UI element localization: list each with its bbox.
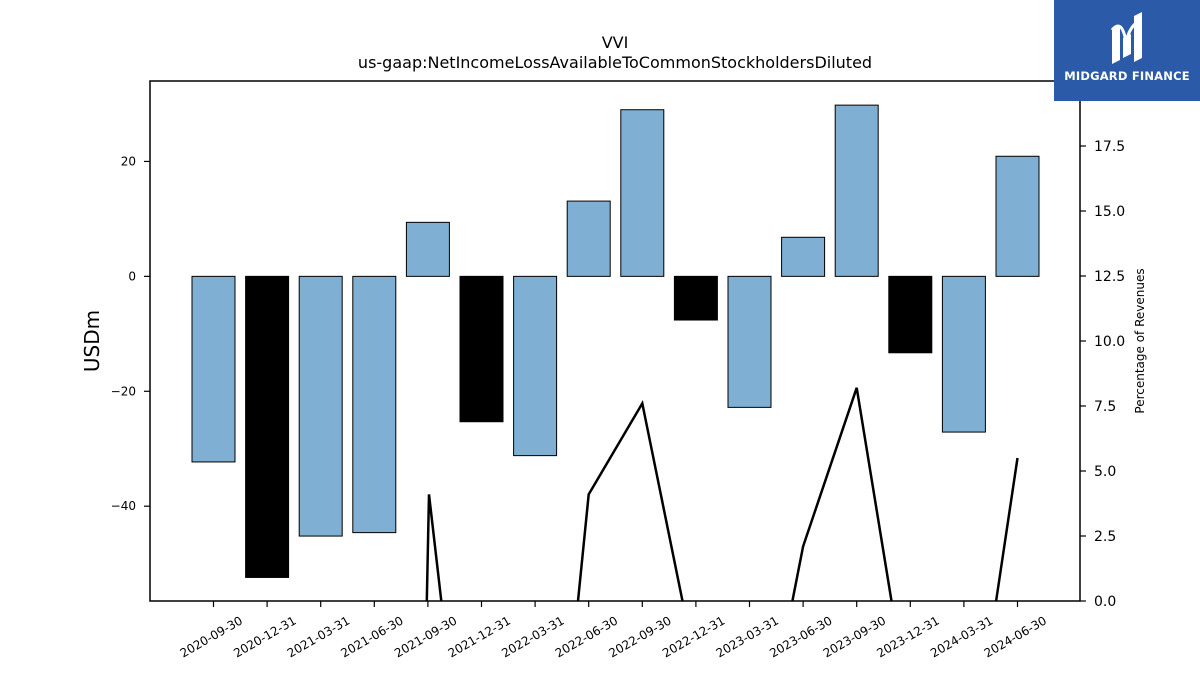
- y-tick-label: 20: [121, 154, 136, 168]
- y2-axis: 0.0 2.5 5.0 7.5 10.0 12.5 15.0 17.5: [1080, 139, 1125, 610]
- bar-2020-09-30: [191, 275, 236, 463]
- midgard-logo-icon: [1110, 12, 1142, 64]
- bar-2022-03-31: [513, 275, 558, 457]
- bar-2023-06-30: [781, 236, 826, 277]
- y-tick-label: −40: [111, 499, 136, 513]
- bar-2024-06-30: [995, 155, 1040, 277]
- y2-tick-label: 2.5: [1094, 529, 1116, 545]
- y2-tick-label: 17.5: [1094, 139, 1125, 155]
- y-tick-label: 0: [128, 269, 136, 283]
- bar-2023-03-31: [727, 275, 772, 408]
- y2-axis-label: Percentage of Revenues: [1133, 268, 1147, 413]
- logo-text: MIDGARD FINANCE: [1064, 69, 1190, 83]
- chart-title: VVI: [602, 33, 629, 52]
- bar-2024-03-31: [941, 275, 986, 433]
- bar-2021-03-31: [298, 275, 343, 537]
- y2-tick-label: 5.0: [1094, 464, 1116, 480]
- bar-2020-12-31: [245, 275, 290, 578]
- bars-layer: [191, 104, 1040, 578]
- y2-tick-label: 12.5: [1094, 269, 1125, 285]
- bar-2023-09-30: [834, 104, 879, 277]
- line-layer: [425, 387, 1019, 602]
- bar-2023-12-31: [888, 275, 933, 354]
- y2-tick-label: 0.0: [1094, 594, 1116, 610]
- y2-tick-label: 7.5: [1094, 399, 1116, 415]
- y2-tick-label: 10.0: [1094, 334, 1125, 350]
- bar-2022-09-30: [620, 109, 665, 277]
- series-line-percentage-of-revenues: [425, 387, 1019, 602]
- y-axis: −40 −20 0 20: [111, 154, 150, 513]
- bar-2022-12-31: [673, 275, 718, 321]
- bar-2021-06-30: [352, 275, 397, 534]
- bar-2022-06-30: [566, 200, 611, 277]
- y-axis-label: USDm: [80, 310, 104, 372]
- y2-tick-label: 15.0: [1094, 204, 1125, 220]
- bar-2021-12-31: [459, 275, 504, 423]
- bar-2021-09-30: [405, 221, 450, 277]
- y-tick-label: −20: [111, 384, 136, 398]
- chart-subtitle: us-gaap:NetIncomeLossAvailableToCommonSt…: [358, 53, 872, 72]
- plot-frame: [149, 80, 1081, 602]
- x-axis: 2020-09-302020-12-312021-03-312021-06-30…: [178, 601, 1049, 660]
- brand-logo: MIDGARD FINANCE: [1054, 0, 1200, 101]
